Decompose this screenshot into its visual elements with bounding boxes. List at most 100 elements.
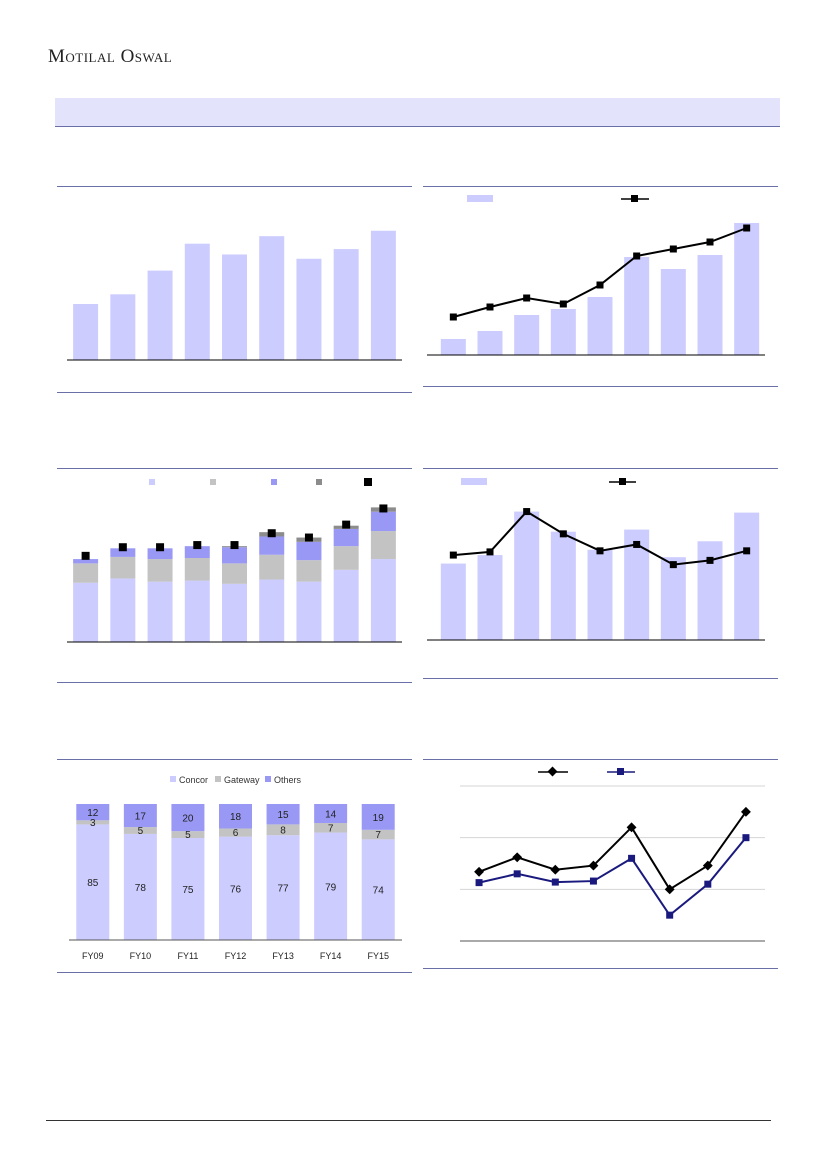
bar [259,236,285,360]
bar [147,270,173,360]
legend-label: Concor [179,775,208,785]
legend-label: Gateway [224,775,260,785]
brand-logo: Motilal Oswal [48,46,173,67]
bar [660,269,686,355]
rule [57,186,412,187]
bar-gateway [266,824,300,836]
bar [440,563,466,640]
bar-others [123,804,157,828]
bar-concor [266,835,300,940]
legend-swatch [210,479,216,485]
data-label-concor: 77 [278,884,290,895]
line-point [588,860,599,871]
marker-point [304,533,313,542]
line-point [633,252,641,260]
bar-segment [110,578,136,642]
data-label-others: 19 [373,813,385,824]
marker-point [156,543,165,552]
bar-segment [333,528,359,547]
chart-5: Concor Gateway Others85312FY0978517FY10755… [69,775,402,961]
line-point [666,911,674,919]
line-point [740,806,751,817]
line-point [449,313,457,321]
line-point [512,852,523,863]
line-point [523,294,531,302]
bar-gateway [219,828,252,837]
bar [587,549,613,640]
bar [550,309,576,355]
bar-segment [222,547,247,564]
line-series [478,811,747,891]
bar-others [76,804,110,821]
bar [734,223,760,355]
data-label-concor: 76 [230,884,242,895]
data-label-others: 14 [325,810,337,821]
x-tick-label: FY11 [178,951,199,961]
marker-point [379,504,388,513]
bar-concor [314,832,348,940]
line-point [449,551,457,559]
chart-1 [67,230,402,361]
bar-segment [222,583,247,642]
line-point [669,245,677,253]
bar-segment [73,559,99,564]
bar-segment [222,563,247,584]
footer-rule [46,1120,771,1121]
line-point [475,879,483,887]
rule [57,468,412,469]
line-point [550,864,561,875]
line-point [474,866,485,877]
chart-4 [427,478,765,641]
bar-gateway [76,820,110,825]
header-band [55,98,780,127]
data-label-gateway: 7 [328,823,334,834]
bar [477,555,503,640]
marker-point [342,520,351,529]
rule [423,678,778,679]
legend-label: Others [274,775,302,785]
bar [734,512,760,640]
bar [514,315,540,355]
bar-segment [110,556,136,579]
line-point [743,224,751,232]
bar [184,243,210,360]
bar [587,297,613,355]
rule [423,759,778,760]
legend-swatch [316,479,322,485]
bar-segment [147,548,173,560]
line-point [589,877,597,885]
data-label-gateway: 5 [185,830,191,841]
line-point [628,854,636,862]
bar-concor [76,824,110,940]
legend-swatch [265,776,271,782]
bar-others [361,804,395,830]
bar-concor [171,838,205,940]
data-label-gateway: 3 [90,818,96,829]
bar [624,257,650,355]
bar-segment [296,560,322,582]
bar [370,230,396,360]
bar-others [171,804,205,832]
bar [550,531,576,640]
bar-segment [370,559,396,642]
marker-point [81,551,90,560]
line-series [478,837,747,917]
line-point [702,860,713,871]
bar [73,304,99,360]
bar-segment [110,548,136,557]
marker-point [118,543,127,552]
line-point [559,300,567,308]
line-point [551,878,559,886]
legend-marker [547,766,558,777]
data-label-others: 17 [135,812,147,823]
line-point [706,556,714,564]
legend-swatch-bar [461,478,487,485]
line-point [523,508,531,516]
data-label-gateway: 6 [233,828,239,839]
bar-gateway [171,831,205,838]
bar-concor [361,839,395,940]
bar-segment [333,569,359,642]
bar-segment [296,581,322,642]
bar-gateway [123,827,157,834]
line-point [596,281,604,289]
